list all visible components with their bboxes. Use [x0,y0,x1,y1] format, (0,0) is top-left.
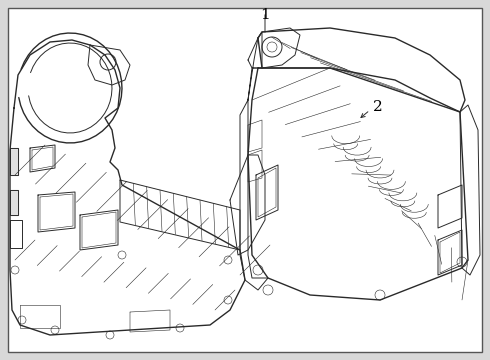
Polygon shape [10,190,18,215]
Polygon shape [248,68,468,300]
Polygon shape [248,28,300,68]
Text: 1: 1 [260,8,270,22]
Polygon shape [230,155,265,255]
Polygon shape [460,105,480,275]
Polygon shape [240,32,268,290]
Polygon shape [258,28,465,112]
Polygon shape [10,148,18,175]
Text: 2: 2 [373,100,383,114]
Polygon shape [10,40,245,335]
